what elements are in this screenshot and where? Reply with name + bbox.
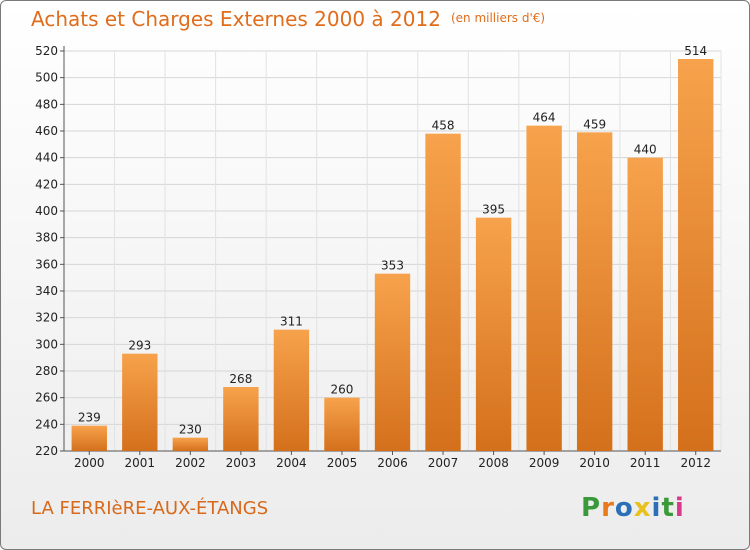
x-tick-label: 2003	[226, 456, 257, 470]
proxiti-logo: Proxiti	[581, 493, 685, 523]
chart-unit: (en milliers d'€)	[450, 11, 546, 25]
y-tick-label: 340	[35, 284, 58, 298]
value-label: 239	[78, 411, 101, 425]
commune-name: LA FERRIèRE-AUX-ÉTANGS	[31, 498, 269, 519]
chart-title: Achats et Charges Externes 2000 à 2012 (e…	[31, 7, 545, 31]
y-tick-label: 400	[35, 204, 58, 218]
value-label: 459	[583, 117, 606, 131]
logo-letter: o	[614, 493, 634, 523]
value-label: 464	[533, 111, 556, 125]
y-tick-label: 360	[35, 257, 58, 271]
x-tick-label: 2000	[74, 456, 105, 470]
bar	[122, 353, 158, 451]
bar	[71, 425, 107, 451]
value-label: 440	[634, 143, 657, 157]
value-label: 260	[331, 383, 354, 397]
bar	[627, 157, 663, 451]
y-tick-label: 260	[35, 391, 58, 405]
y-tick-label: 380	[35, 231, 58, 245]
y-tick-label: 420	[35, 177, 58, 191]
value-label: 514	[684, 44, 707, 58]
bar	[576, 132, 613, 452]
x-tick-label: 2011	[630, 456, 661, 470]
x-tick-label: 2012	[680, 456, 711, 470]
chart-title-text: Achats et Charges Externes 2000 à 2012	[31, 7, 441, 31]
value-label: 353	[381, 259, 404, 273]
x-tick-label: 2005	[327, 456, 358, 470]
bars: 239 293 230 268 311 260 353 458 395 464 459 440 514	[71, 44, 714, 452]
x-tick-label: 2002	[175, 456, 206, 470]
y-tick-label: 280	[35, 364, 58, 378]
y-tick-label: 500	[35, 71, 58, 85]
bar	[475, 217, 512, 451]
axes: 220 240 260 280 300 320 340 360 380 400 420 440 460 4…	[35, 44, 721, 470]
bar	[223, 387, 259, 451]
value-label: 268	[229, 372, 252, 386]
value-label: 311	[280, 315, 303, 329]
y-tick-label: 300	[35, 337, 58, 351]
x-tick-label: 2010	[579, 456, 610, 470]
logo-letter: i	[674, 493, 685, 523]
bar	[374, 273, 411, 451]
y-tick-label: 240	[35, 417, 58, 431]
bar	[425, 133, 461, 451]
value-label: 230	[179, 423, 202, 437]
bar	[172, 437, 209, 451]
y-tick-label: 440	[35, 151, 58, 165]
x-tick-label: 2007	[428, 456, 459, 470]
y-tick-label: 480	[35, 97, 58, 111]
bar	[324, 397, 360, 451]
y-tick-label: 320	[35, 311, 58, 325]
y-tick-label: 520	[35, 44, 58, 58]
logo-letter: i	[651, 493, 662, 523]
logo-letter: r	[601, 493, 615, 523]
x-tick-label: 2004	[276, 456, 307, 470]
value-label: 458	[432, 119, 455, 133]
logo-letter: t	[661, 493, 675, 523]
bar	[678, 59, 714, 451]
x-tick-label: 2006	[377, 456, 408, 470]
bar	[526, 125, 562, 452]
value-label: 293	[128, 339, 151, 353]
x-tick-label: 2009	[529, 456, 560, 470]
x-tick-label: 2001	[125, 456, 156, 470]
logo-letter: x	[633, 493, 652, 523]
x-tick-label: 2008	[478, 456, 509, 470]
logo-letter: P	[581, 493, 602, 523]
y-tick-label: 220	[35, 444, 58, 458]
bar	[273, 329, 310, 451]
y-tick-label: 460	[35, 124, 58, 138]
value-label: 395	[482, 203, 505, 217]
